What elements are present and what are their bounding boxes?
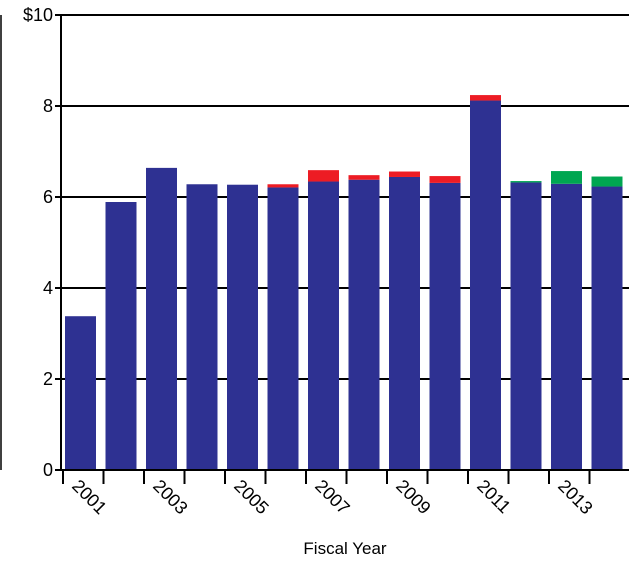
y-tick-label: 4	[43, 278, 53, 298]
bar-2004-segment-1	[186, 184, 218, 470]
bar-2001-segment-1	[65, 316, 96, 470]
bar-2003-segment-1	[146, 167, 177, 470]
bar-2009-segment-1	[389, 176, 420, 471]
y-tick-label: 2	[43, 369, 53, 389]
bar-2008-segment-1	[348, 179, 380, 470]
bar-2010-segment-2	[429, 176, 461, 183]
bar-2006-segment-2	[267, 184, 299, 188]
bars	[65, 95, 623, 471]
bar-2014-segment-3	[591, 176, 623, 187]
bar-2012-segment-3	[510, 181, 542, 183]
bar-2002-segment-1	[105, 202, 137, 470]
y-tick-label: 8	[43, 96, 53, 116]
axes	[0, 14, 629, 484]
bar-2005-segment-1	[227, 184, 258, 470]
bar-2012-segment-1	[510, 182, 542, 470]
bar-2011-segment-1	[470, 100, 501, 470]
bar-2011-segment-2	[470, 95, 501, 101]
bar-2014-segment-1	[591, 186, 623, 470]
y-tick-label: 6	[43, 187, 53, 207]
bar-2010-segment-1	[429, 182, 461, 470]
bar-2006-segment-1	[267, 187, 299, 470]
y-tick-label: 0	[43, 460, 53, 480]
bar-2007-segment-1	[308, 181, 339, 470]
bar-2009-segment-2	[389, 171, 420, 177]
x-axis-title: Fiscal Year	[303, 539, 386, 558]
y-tick-label: $10	[23, 5, 53, 25]
bar-2007-segment-2	[308, 170, 339, 182]
bar-2013-segment-3	[551, 171, 582, 184]
bar-2008-segment-2	[348, 175, 380, 180]
bar-2013-segment-1	[551, 183, 582, 470]
